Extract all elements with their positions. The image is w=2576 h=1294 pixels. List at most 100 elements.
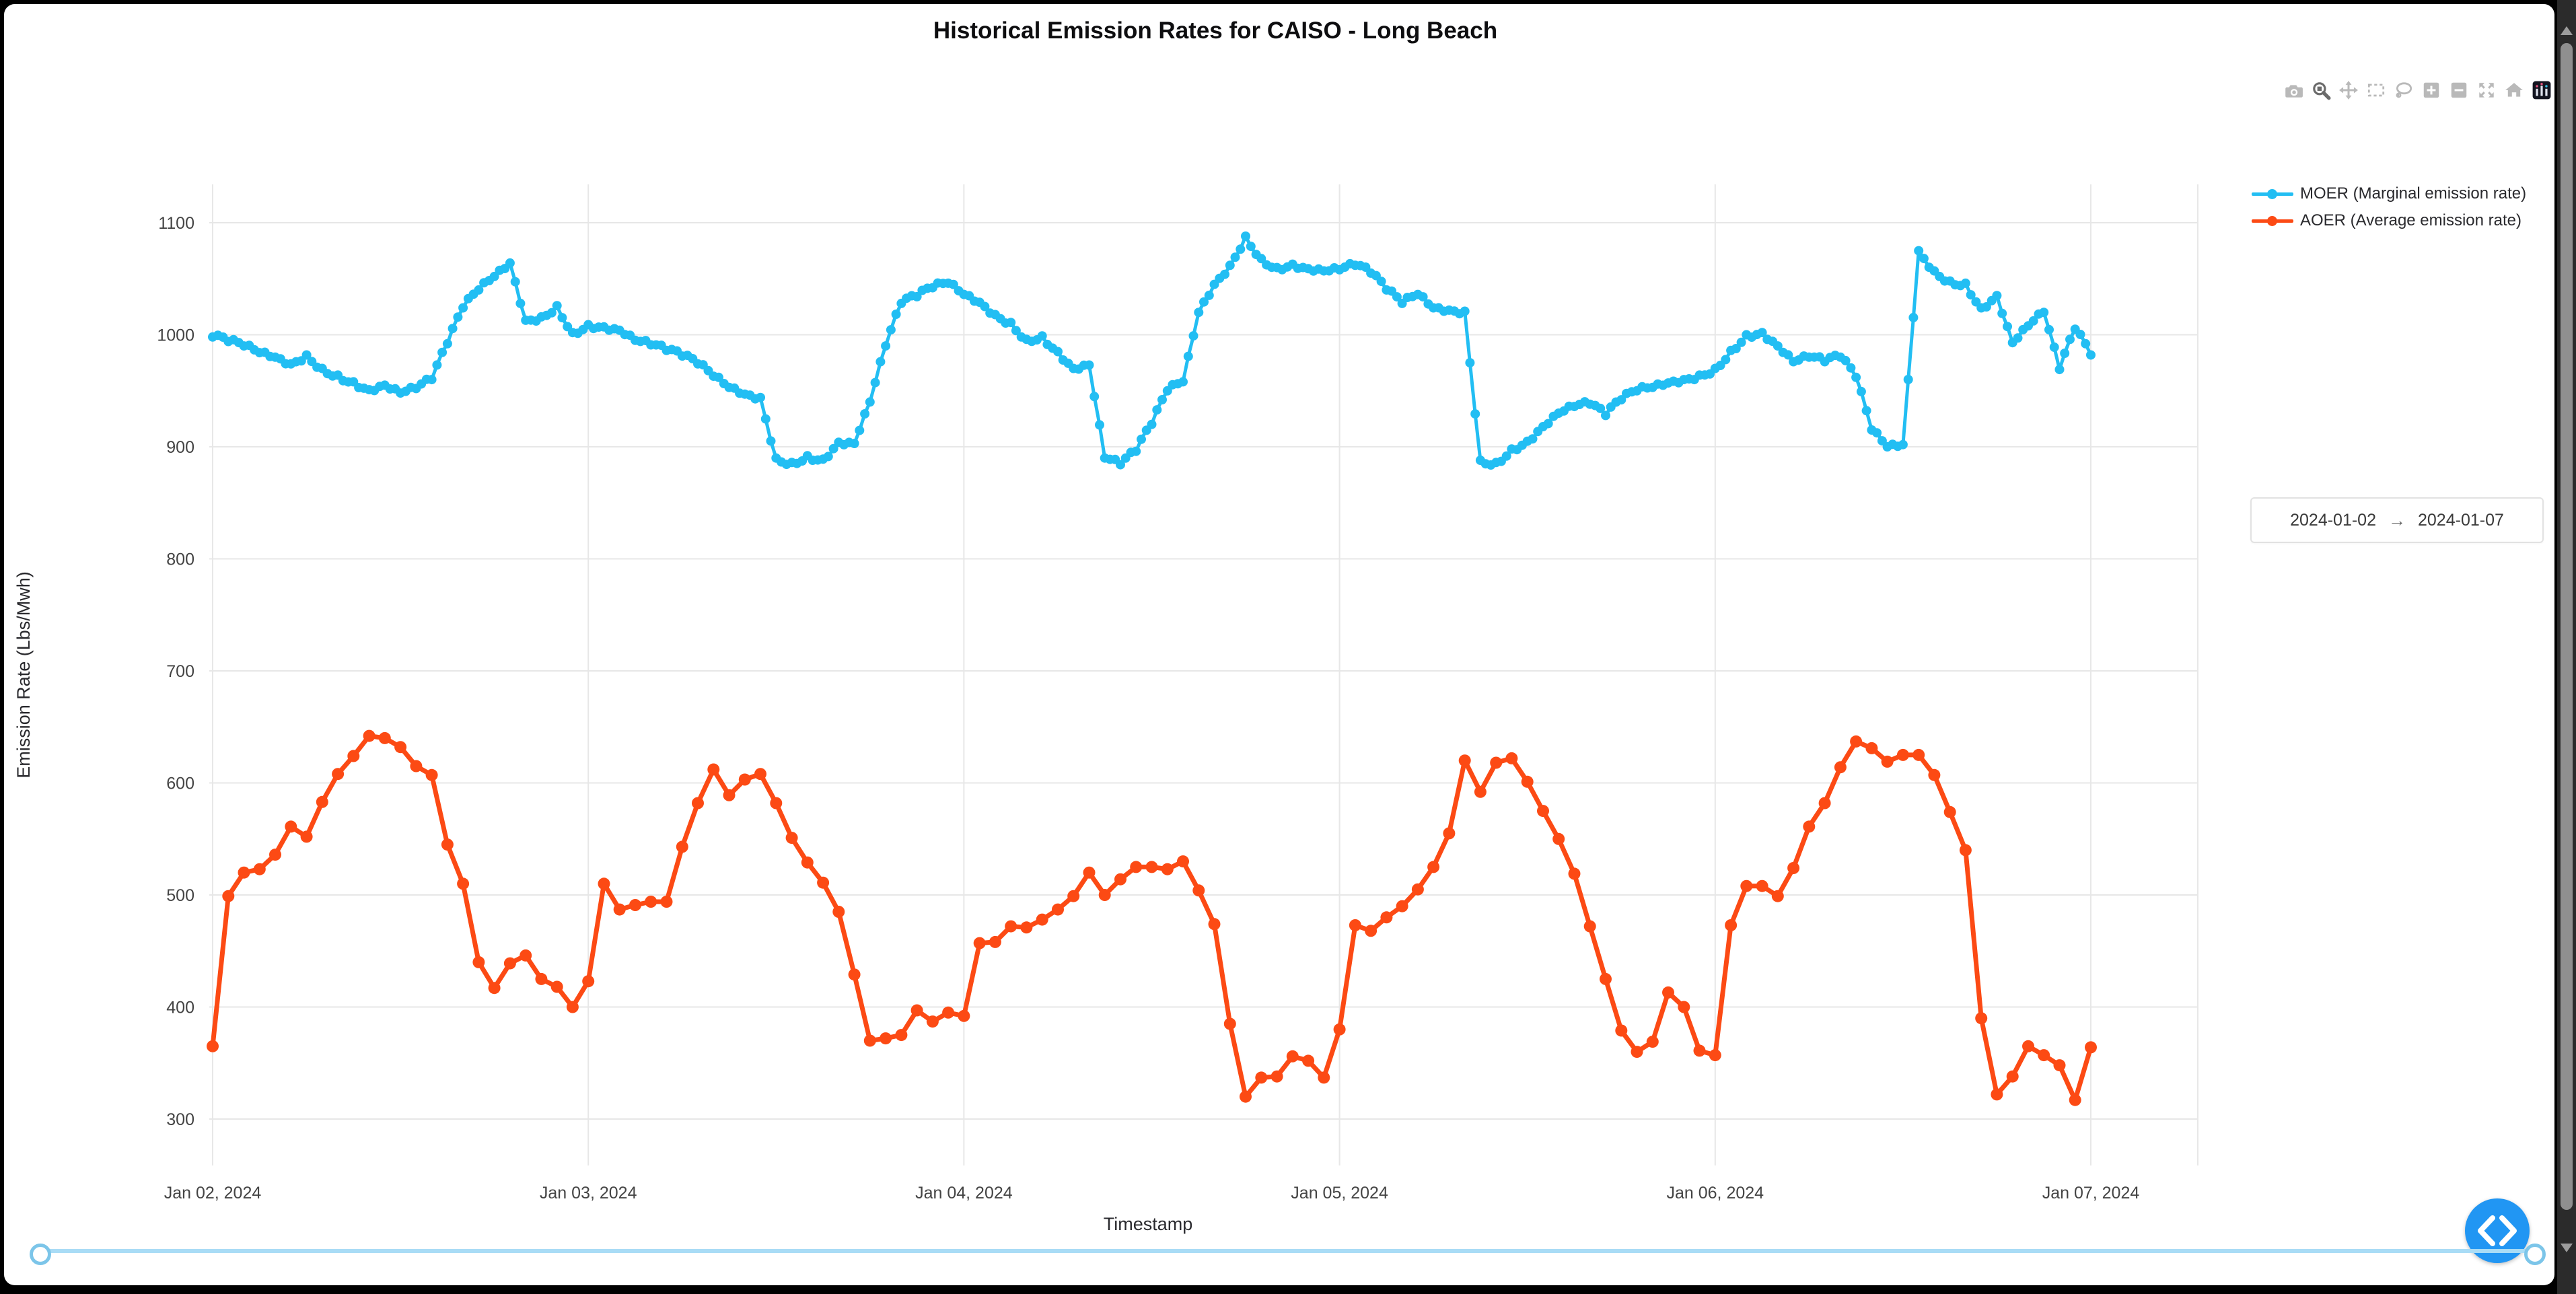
series-marker: [1856, 386, 1866, 396]
pan-icon[interactable]: [2338, 79, 2359, 101]
series-marker: [347, 750, 360, 762]
series-marker: [1865, 742, 1878, 754]
series-marker: [1474, 785, 1487, 798]
legend-item-moer[interactable]: MOER (Marginal emission rate): [2252, 180, 2526, 207]
series-marker: [973, 937, 986, 949]
y-tick-label: 1100: [158, 214, 194, 233]
series-marker: [207, 1040, 219, 1052]
series-marker: [1756, 879, 1768, 892]
camera-icon[interactable]: [2283, 79, 2304, 101]
series-marker: [1095, 420, 1104, 430]
series-marker: [676, 840, 688, 853]
series-marker: [1505, 752, 1518, 764]
zoom-icon[interactable]: [2310, 79, 2332, 101]
time-range-slider-track[interactable]: [37, 1249, 2532, 1253]
series-marker: [2075, 330, 2085, 339]
series-marker: [1246, 242, 1256, 252]
series-marker: [1615, 1024, 1628, 1037]
series-marker: [432, 360, 442, 370]
series-marker: [520, 949, 532, 962]
series-marker: [756, 392, 765, 402]
slider-handle-left[interactable]: [30, 1244, 51, 1265]
series-marker: [1053, 347, 1063, 357]
y-tick-label: 700: [166, 662, 194, 681]
legend-item-aoer[interactable]: AOER (Average emission rate): [2252, 207, 2526, 234]
scrollbar-up-arrow[interactable]: [2561, 20, 2573, 35]
series-marker: [1861, 406, 1871, 416]
zoom-out-icon[interactable]: [2448, 79, 2470, 101]
series-marker: [1787, 862, 1800, 874]
date-range-picker[interactable]: 2024-01-02 → 2024-01-07: [2250, 497, 2544, 543]
plot-area[interactable]: 300 400 500 600 700 800 900 1000 1100 Jan 02, 202…: [4, 4, 2554, 1285]
box-select-icon[interactable]: [2365, 79, 2387, 101]
slider-handle-right[interactable]: [2524, 1244, 2546, 1265]
series-marker: [1851, 372, 1861, 382]
series-marker: [645, 896, 657, 908]
series-marker: [738, 773, 751, 786]
y-tick-label: 500: [166, 886, 194, 905]
series-marker: [891, 310, 901, 319]
x-tick-label: Jan 06, 2024: [1667, 1184, 1764, 1202]
date-range-arrow-icon: →: [2388, 509, 2406, 530]
series-marker: [2069, 1093, 2081, 1106]
series-marker: [1818, 797, 1831, 810]
series-marker: [823, 452, 833, 462]
series-marker: [1236, 244, 1246, 254]
series-marker: [860, 409, 870, 419]
series-marker: [1521, 775, 1534, 788]
series-marker: [1137, 434, 1146, 444]
plotly-logo-icon[interactable]: [2531, 79, 2552, 101]
series-line-moer[interactable]: [211, 234, 2093, 467]
series-marker: [301, 350, 312, 360]
zoom-in-icon[interactable]: [2421, 79, 2442, 101]
series-marker: [942, 1006, 955, 1019]
series-marker: [1960, 278, 1970, 288]
chevrons-left-right-icon: [2478, 1215, 2517, 1246]
series-marker: [472, 956, 485, 968]
series-marker: [552, 301, 562, 311]
series-marker: [1255, 1071, 1268, 1084]
date-range-start-input[interactable]: 2024-01-02: [2290, 510, 2376, 530]
scrollbar-down-arrow[interactable]: [2561, 1244, 2573, 1258]
series-marker: [1204, 290, 1214, 300]
series-marker: [1736, 337, 1746, 347]
x-tick-label: Jan 02, 2024: [164, 1184, 262, 1202]
series-marker: [1177, 855, 1189, 868]
series-marker: [1991, 1088, 2003, 1101]
legend-label-aoer: AOER (Average emission rate): [2300, 211, 2522, 229]
series-marker: [1411, 883, 1424, 896]
series-marker: [1470, 409, 1480, 419]
series-marker: [2013, 333, 2023, 343]
series-marker: [1646, 1036, 1659, 1048]
series-marker: [550, 980, 563, 993]
series-marker: [2022, 1040, 2034, 1052]
pan-date-window-button[interactable]: [2465, 1198, 2530, 1263]
series-marker: [503, 957, 516, 970]
series-marker: [1458, 754, 1471, 767]
series-marker: [1152, 405, 1162, 415]
date-range-end-input[interactable]: 2024-01-07: [2418, 510, 2504, 530]
series-marker: [1161, 863, 1174, 875]
series-marker: [1600, 972, 1612, 985]
series-marker: [766, 436, 776, 446]
series-marker: [1501, 451, 1511, 461]
series-marker: [1914, 246, 1924, 256]
lasso-select-icon[interactable]: [2393, 79, 2414, 101]
series-marker: [1568, 867, 1581, 880]
series-marker: [1178, 377, 1188, 387]
series-marker: [1130, 861, 1143, 873]
series-marker: [1365, 925, 1378, 937]
series-line-aoer[interactable]: [210, 733, 2094, 1103]
moer-line-sample-icon: [2252, 189, 2293, 199]
series-marker: [1011, 326, 1021, 336]
series-marker: [598, 877, 610, 890]
scrollbar-thumb[interactable]: [2561, 43, 2573, 1210]
autoscale-icon[interactable]: [2476, 79, 2497, 101]
series-marker: [1850, 735, 1863, 748]
series-marker: [1898, 439, 1908, 450]
series-marker: [1966, 290, 1976, 300]
series-marker: [613, 903, 626, 916]
home-icon[interactable]: [2503, 79, 2525, 101]
series-marker: [1992, 291, 2002, 301]
series-marker: [1194, 308, 1204, 318]
